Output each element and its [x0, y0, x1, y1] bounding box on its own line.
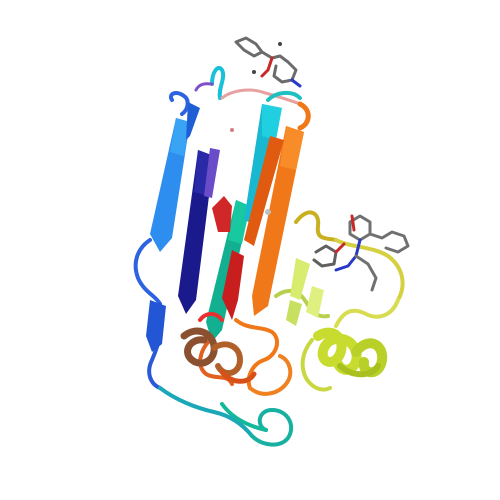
strand-blue [186, 102, 200, 140]
strand-red-upper [212, 196, 232, 232]
strand-pale-green-2 [306, 286, 324, 318]
ligand-right [312, 214, 410, 292]
pale-green-strands [286, 258, 324, 326]
strand-pale-green-3 [286, 300, 302, 326]
ion-markers [230, 128, 271, 215]
strand-orange [252, 126, 304, 316]
beta-strands [146, 102, 304, 352]
strand-purple [204, 148, 220, 198]
central-knot [180, 312, 257, 384]
strand-dark-orange [244, 136, 284, 246]
strand-pale-green-1 [290, 258, 310, 300]
alpha-helix [313, 327, 388, 378]
ligand-top [234, 36, 302, 88]
strand-red-lower [222, 250, 244, 320]
strand-small-blue [146, 300, 166, 352]
